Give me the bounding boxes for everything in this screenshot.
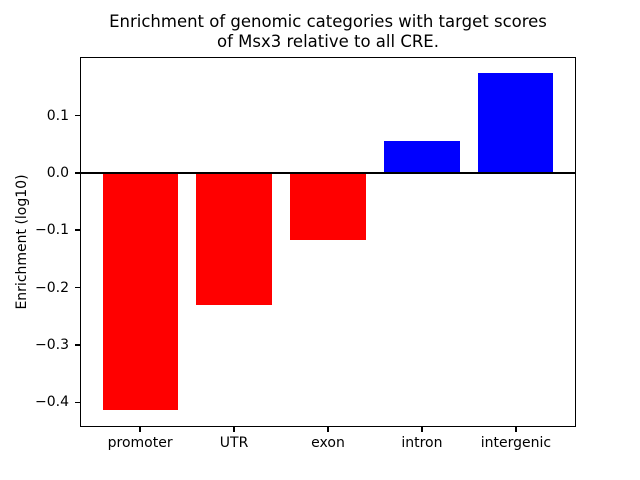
- y-tick-mark: [75, 286, 80, 289]
- x-tick-label-UTR: UTR: [219, 435, 249, 451]
- x-tick-label-exon: exon: [311, 435, 345, 451]
- y-tick-mark: [75, 401, 80, 404]
- bar-promoter: [102, 172, 178, 411]
- x-tick-mark: [421, 427, 423, 432]
- x-tick-mark: [515, 427, 517, 432]
- y-tick-mark: [75, 229, 80, 231]
- y-tick-label: 0.1: [46, 107, 69, 124]
- y-tick-mark: [75, 344, 80, 346]
- y-tick-label: −0.2: [35, 279, 69, 296]
- x-tick-label-intergenic: intergenic: [480, 435, 552, 451]
- x-tick-mark: [327, 427, 329, 432]
- y-tick-mark: [75, 114, 80, 117]
- x-tick-mark: [139, 427, 141, 432]
- axes-frame: [80, 57, 576, 427]
- y-tick-label: −0.3: [35, 336, 69, 353]
- zero-line: [80, 171, 576, 175]
- x-tick-mark: [233, 427, 235, 432]
- y-tick-mark: [75, 172, 80, 174]
- bar-exon: [290, 172, 366, 240]
- bar-UTR: [196, 172, 272, 305]
- x-tick-label-intron: intron: [401, 435, 443, 451]
- y-tick-label: 0.0: [46, 164, 69, 181]
- chart-title: Enrichment of genomic categories with ta…: [109, 12, 547, 51]
- bar-intron: [384, 140, 460, 173]
- y-tick-label: −0.4: [35, 394, 69, 411]
- bar-intergenic: [478, 73, 554, 173]
- x-tick-label-promoter: promoter: [107, 435, 173, 451]
- y-tick-label: −0.1: [35, 222, 69, 239]
